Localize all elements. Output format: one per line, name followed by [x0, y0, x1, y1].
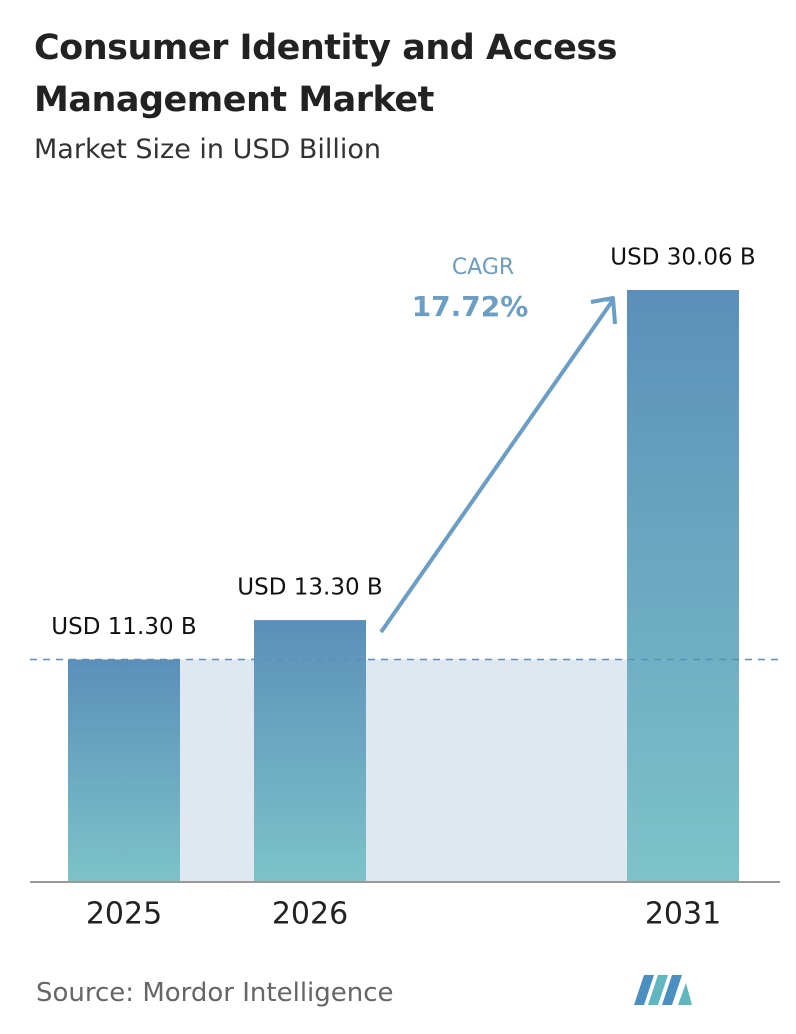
cagr-value: 17.72%: [412, 290, 529, 323]
cagr-arrow: [379, 298, 613, 634]
x-tick-label: 2025: [86, 897, 162, 932]
bar: [254, 620, 366, 882]
value-label: USD 30.06 B: [610, 245, 755, 271]
source: Source: Mordor Intelligence: [36, 978, 394, 1008]
chart-title: Consumer Identity and Access Management …: [34, 28, 618, 120]
bar: [627, 290, 739, 882]
reference-band: [180, 659, 627, 882]
value-label: USD 11.30 B: [51, 614, 196, 640]
cagr-label: CAGR: [452, 255, 514, 280]
chart-subtitle: Market Size in USD Billion: [34, 134, 382, 165]
bar: [68, 659, 180, 882]
cagr-arrowhead: [590, 296, 617, 325]
x-tick-label: 2026: [272, 897, 348, 932]
logo: [634, 975, 692, 1005]
value-label: USD 13.30 B: [237, 575, 382, 601]
x-tick-label: 2031: [645, 897, 721, 932]
